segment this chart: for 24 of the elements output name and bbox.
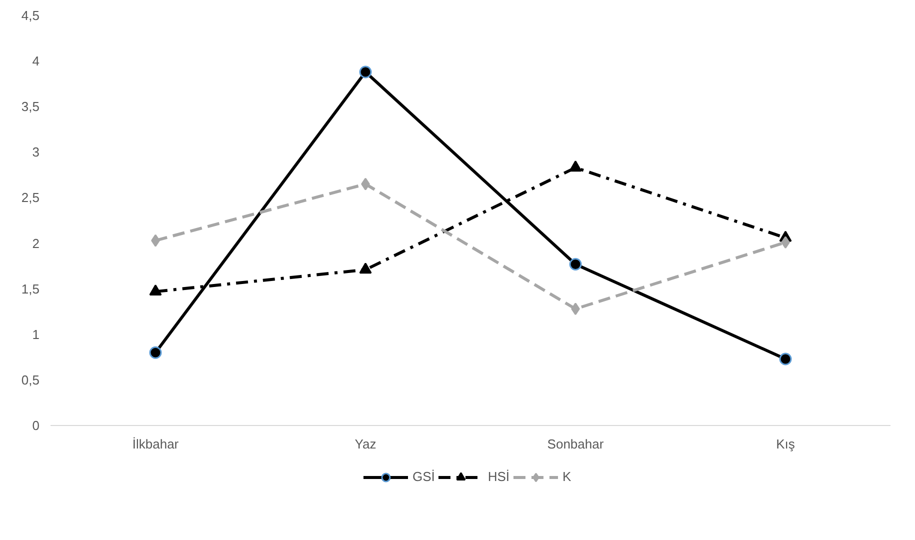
legend-label: K: [562, 469, 572, 484]
y-tick-label: 2,5: [21, 190, 40, 206]
legend-label: HSİ: [488, 469, 510, 484]
x-tick-label: Kış: [776, 436, 796, 452]
legend-label: GSİ: [412, 469, 435, 484]
y-tick-label: 1: [32, 326, 40, 342]
y-tick-label: 1,5: [21, 281, 40, 296]
y-tick-label: 4,5: [21, 8, 40, 23]
y-tick-label: 3: [32, 144, 40, 160]
point: [149, 284, 162, 296]
y-tick-label: 0: [32, 418, 40, 433]
y-tick-label: 0,5: [21, 372, 40, 388]
point: [149, 346, 162, 359]
y-tick-label: 2: [32, 236, 40, 251]
y-tick-label: 3,5: [21, 99, 40, 114]
x-tick-label: Sonbahar: [547, 436, 604, 452]
point: [569, 258, 582, 270]
point: [359, 66, 372, 78]
point: [569, 160, 582, 172]
y-tick-label: 4: [32, 54, 40, 69]
point: [779, 352, 792, 366]
point: [359, 262, 372, 274]
x-tick-label: İlkbahar: [132, 436, 180, 452]
x-tick-label: Yaz: [354, 436, 376, 452]
